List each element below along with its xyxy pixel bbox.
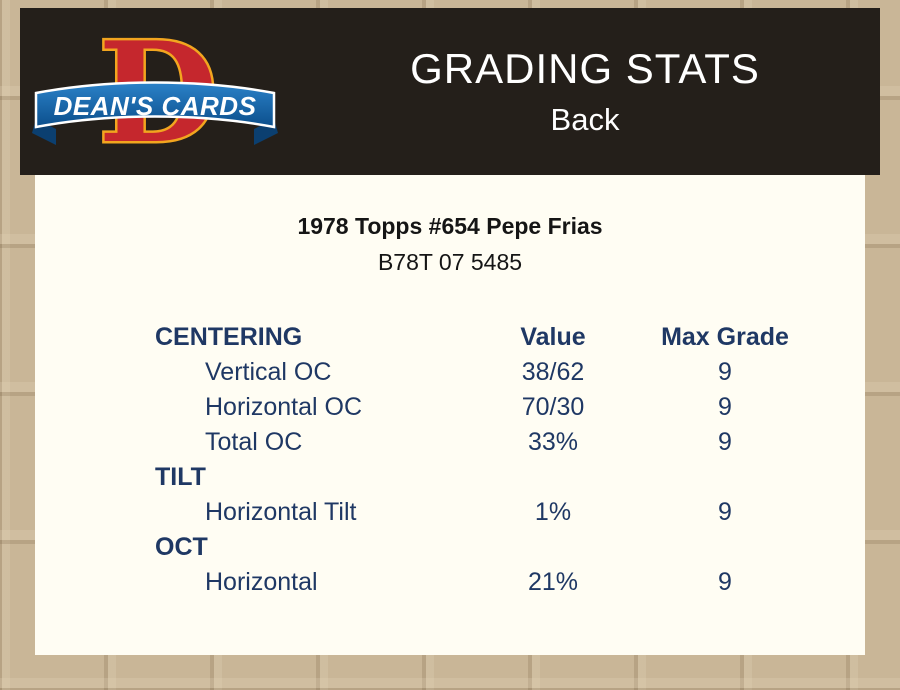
column-header-centering: CENTERING [155,323,303,351]
table-row: Horizontal 21% 9 [35,565,865,600]
column-header-max-grade: Max Grade [661,323,789,351]
row-max-grade: 9 [718,568,732,596]
column-header-value: Value [520,323,586,351]
card-title: 1978 Topps #654 Pepe Frias [297,213,603,239]
row-value: 38/62 [521,358,585,386]
card-serial-number: B78T 07 5485 [377,249,523,275]
row-value: 21% [527,568,579,596]
stats-panel: 1978 Topps #654 Pepe Frias B78T 07 5485 … [35,175,865,655]
table-row: Total OC 33% 9 [35,425,865,460]
table-row: Horizontal OC 70/30 9 [35,390,865,425]
table-header-row: CENTERING Value Max Grade [35,320,865,355]
header-bar: D DEAN'S CARDS GRADING STATS Back [20,8,880,175]
row-label: Horizontal OC [205,393,362,421]
row-label: Horizontal Tilt [205,498,357,526]
row-max-grade: 9 [718,428,732,456]
row-value: 1% [534,498,572,526]
page-title: GRADING STATS [410,45,760,93]
table-row: Horizontal Tilt 1% 9 [35,495,865,530]
row-label: Vertical OC [205,358,332,386]
table-row: Vertical OC 38/62 9 [35,355,865,390]
deans-cards-logo: D DEAN'S CARDS [20,19,290,164]
row-label: Total OC [205,428,303,456]
section-label-oct: OCT [155,533,208,561]
row-value: 70/30 [521,393,585,421]
page-subtitle: Back [550,101,620,137]
table-section-row: OCT [35,530,865,565]
table-section-row: TILT [35,460,865,495]
grading-table: CENTERING Value Max Grade Vertical OC 38… [35,320,865,600]
row-max-grade: 9 [718,393,732,421]
section-label-tilt: TILT [155,463,206,491]
deans-cards-logo-art: D DEAN'S CARDS [32,19,278,164]
row-label: Horizontal [205,568,318,596]
logo-banner-text: DEAN'S CARDS [54,91,257,121]
row-max-grade: 9 [718,358,732,386]
row-value: 33% [527,428,579,456]
row-max-grade: 9 [718,498,732,526]
ribbon-banner-icon [34,81,276,129]
